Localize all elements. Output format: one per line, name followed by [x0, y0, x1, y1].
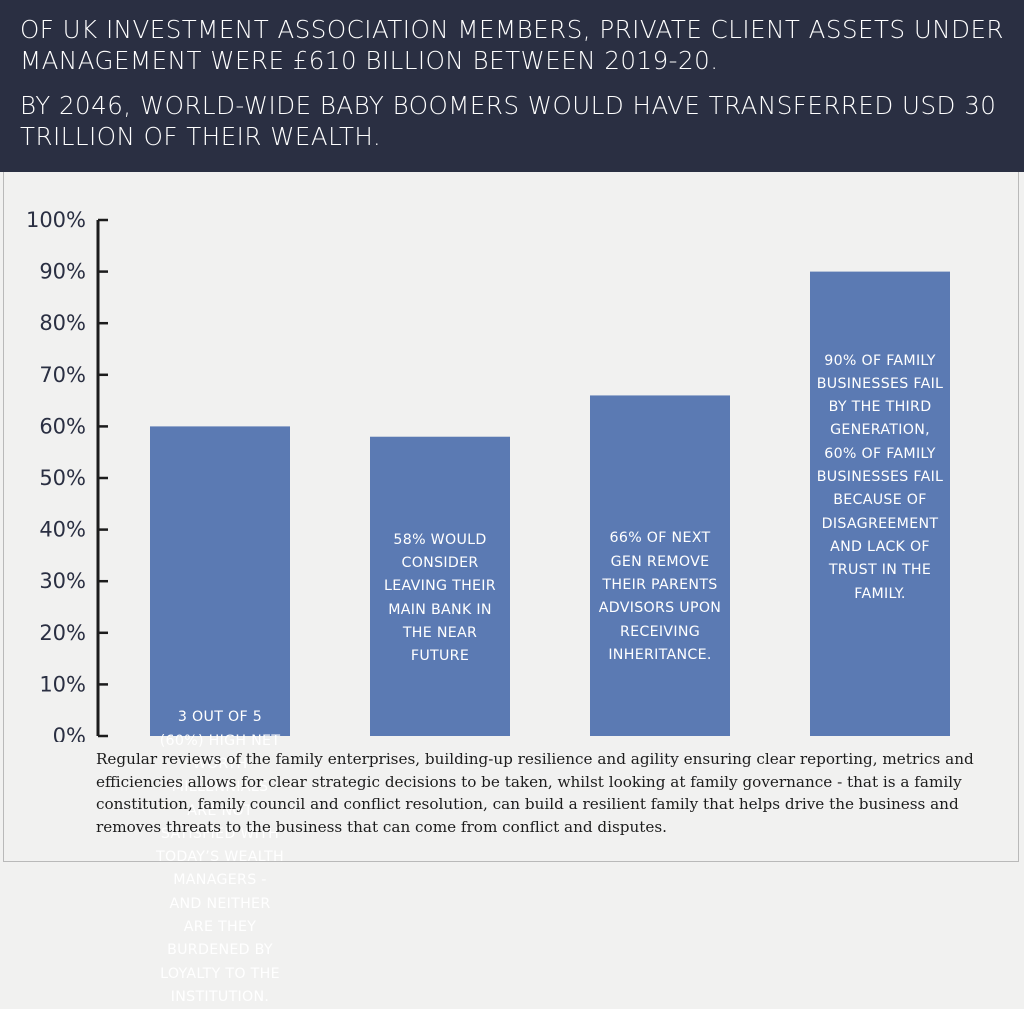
bar	[370, 436, 510, 736]
bar	[590, 395, 730, 736]
bar-label: 66% OF NEXT GEN REMOVE THEIR PARENTS ADV…	[598, 530, 722, 663]
bar	[810, 271, 950, 736]
bars	[150, 271, 950, 736]
y-tick-label: 90%	[39, 260, 86, 284]
bar-chart: 0% 10% 20% 30% 40% 50% 60% 70% 80% 90% 100%	[26, 208, 950, 742]
y-tick-label: 100%	[26, 208, 86, 232]
y-axis: 0% 10% 20% 30% 40% 50% 60% 70% 80% 90% 100%	[26, 208, 108, 742]
caption-text: Regular reviews of the family enterprise…	[96, 750, 974, 836]
y-tick-label: 20%	[39, 621, 86, 645]
y-tick-label: 50%	[39, 466, 86, 490]
bar	[150, 426, 290, 736]
bar-label: 58% WOULD CONSIDER LEAVING THEIR MAIN BA…	[384, 531, 496, 665]
y-tick-label: 60%	[39, 414, 86, 438]
banner-statement-2: BY 2046, WORLD-WIDE BABY BOOMERS WOULD H…	[20, 91, 997, 151]
y-tick-label: 70%	[39, 363, 86, 387]
y-tick-label: 0%	[53, 724, 86, 742]
y-tick-label: 40%	[39, 518, 86, 542]
chart-panel	[3, 172, 1019, 862]
y-tick-label: 80%	[39, 311, 86, 335]
y-tick-label: 30%	[39, 569, 86, 593]
header-banner: OF UK INVESTMENT ASSOCIATION MEMBERS, PR…	[0, 0, 1024, 172]
banner-statement-1: OF UK INVESTMENT ASSOCIATION MEMBERS, PR…	[20, 15, 1004, 75]
y-tick-label: 10%	[39, 672, 86, 696]
bar-label: 90% OF FAMILY BUSINESSES FAIL BY THE THI…	[816, 352, 944, 602]
